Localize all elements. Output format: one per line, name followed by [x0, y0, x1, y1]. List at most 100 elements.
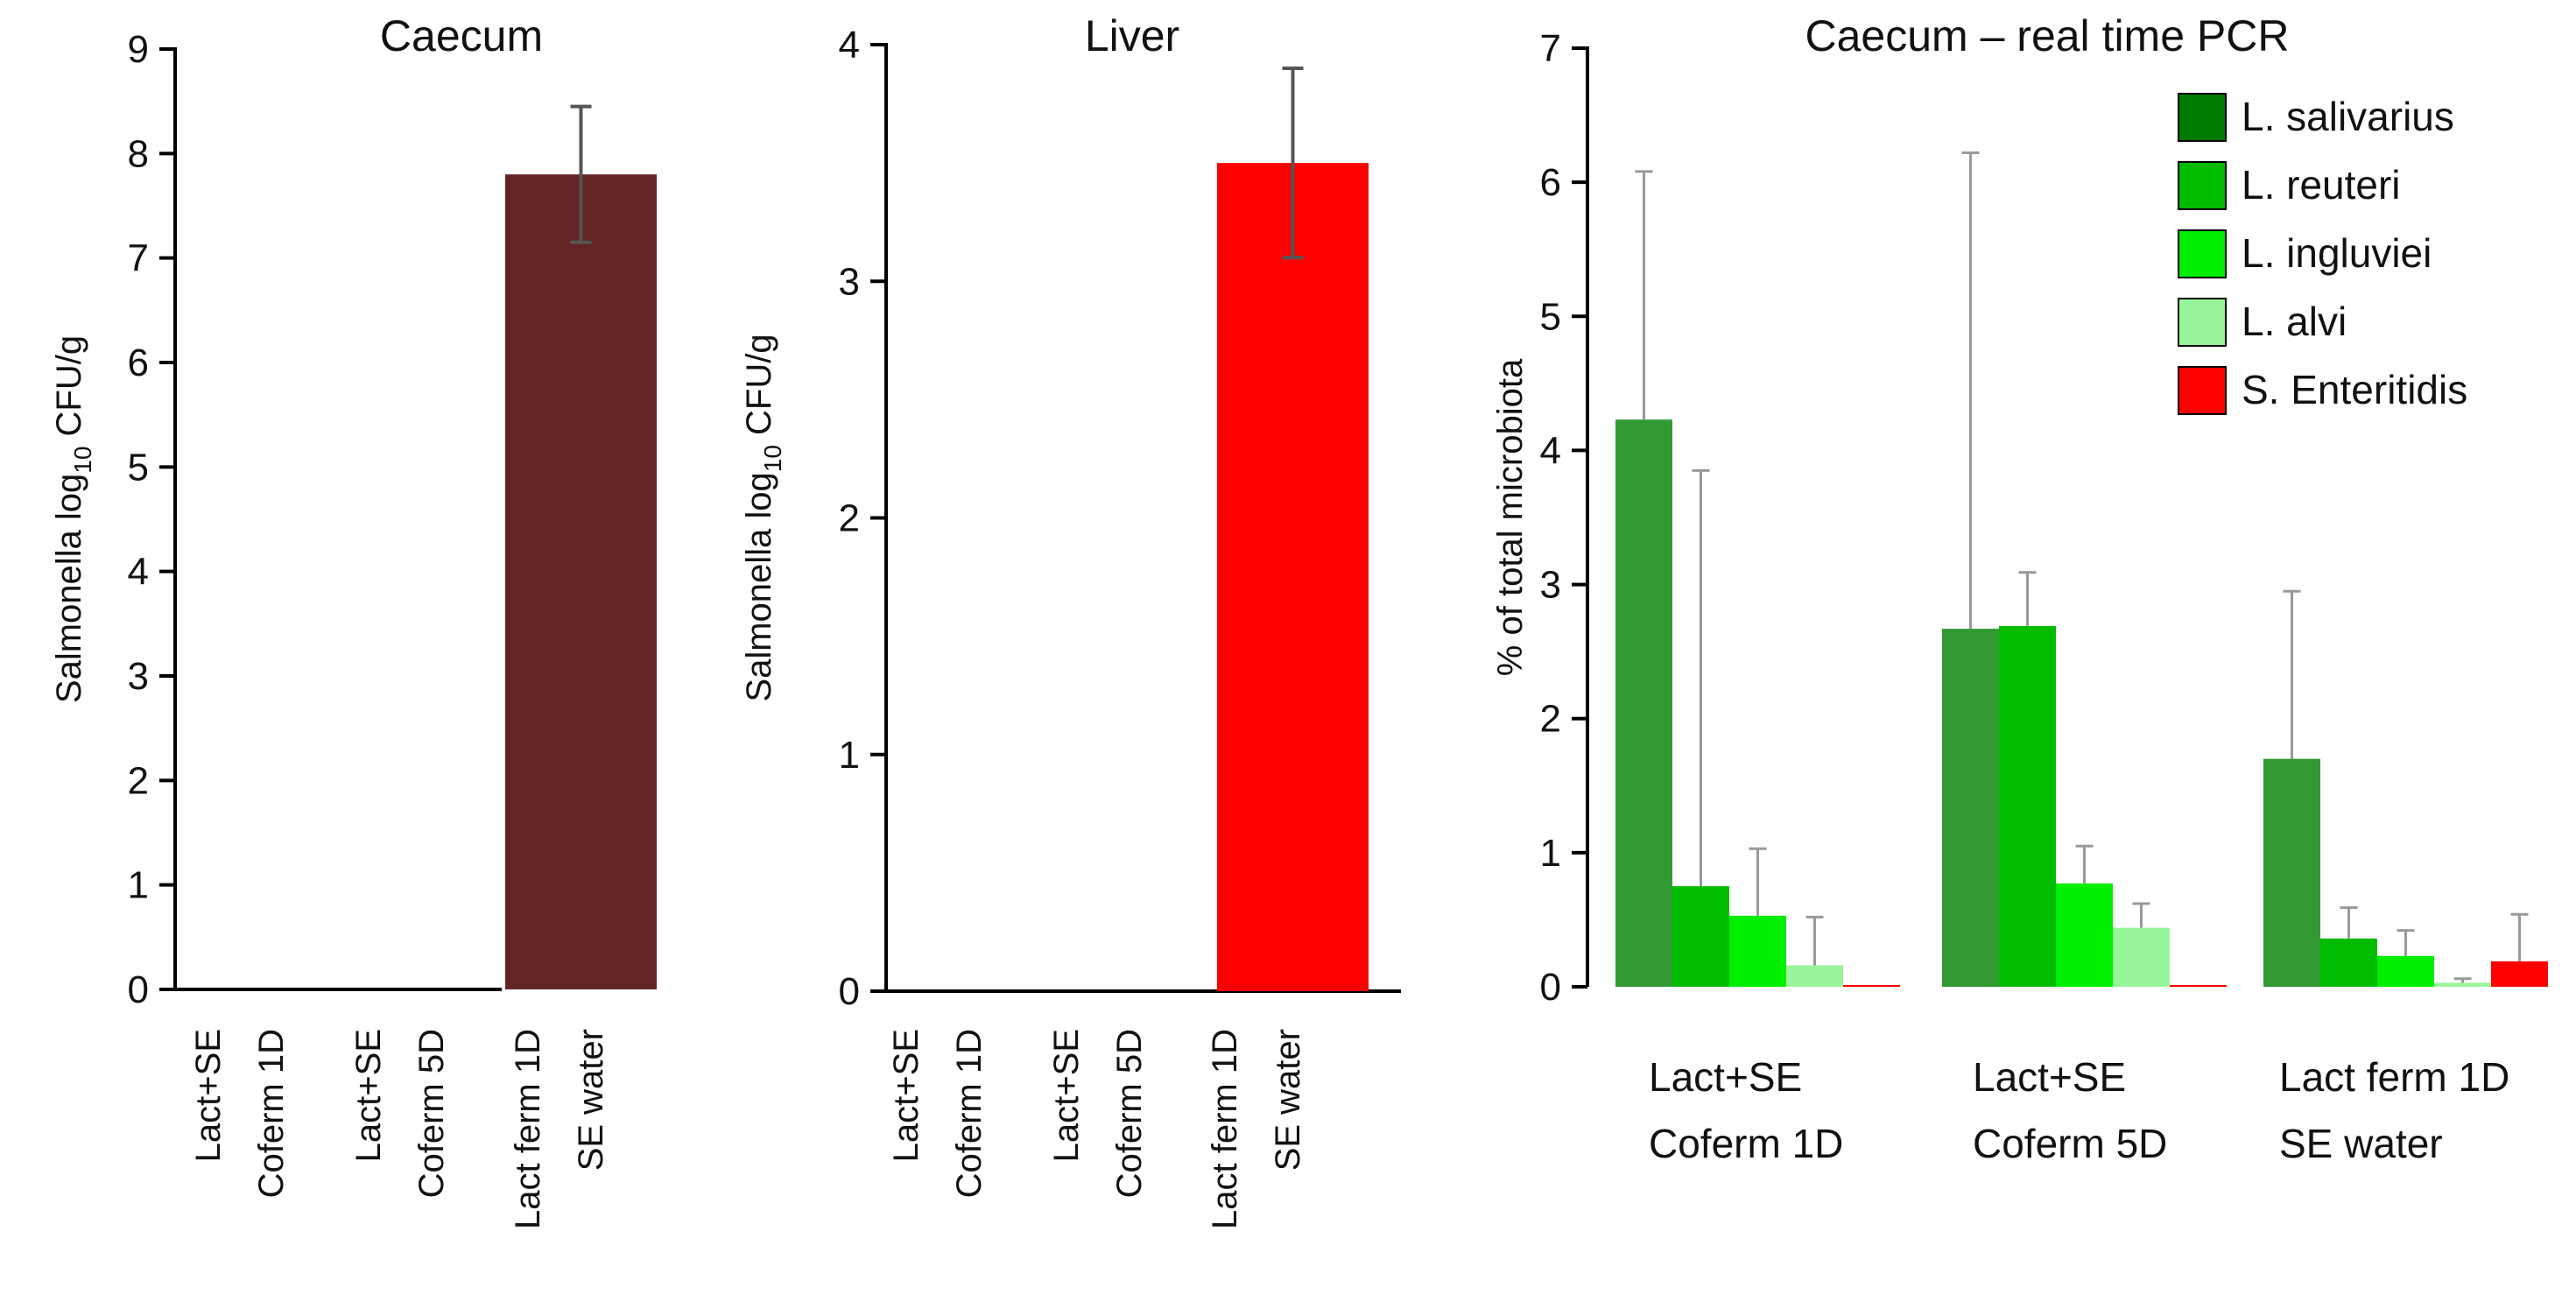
y-tick-label: 4 [1540, 429, 1561, 472]
y-tick-label: 2 [128, 759, 149, 802]
x-tick-label-line2: Coferm 5D [1973, 1121, 2167, 1166]
legend-swatch [2178, 366, 2227, 415]
x-tick-label-line1: Lact+SE [1973, 1054, 2126, 1100]
x-tick-label: Lact ferm 1D SE water [509, 1029, 610, 1229]
y-tick-label: 1 [128, 864, 149, 907]
y-tick-label: 8 [128, 132, 149, 175]
bar-l-alvi [2434, 982, 2491, 987]
error-bar [2075, 844, 2094, 884]
x-tick-label-line2: Coferm 1D [1649, 1121, 1843, 1166]
bar-s-enteritidis [2491, 961, 2548, 987]
error-bar [570, 104, 592, 244]
bar-l-alvi [2113, 927, 2170, 987]
y-tick-label: 7 [1540, 27, 1561, 70]
chart-title: Caecum [380, 11, 543, 60]
legend-label: S. Enteritidis [2242, 367, 2467, 412]
bar-l-salivarius [1942, 629, 1999, 987]
y-tick-label: 1 [1540, 832, 1561, 875]
y-tick-label: 5 [1540, 295, 1561, 338]
chart-title: Liver [1085, 11, 1179, 60]
legend-label: L. salivarius [2242, 94, 2454, 139]
legend-label: L. alvi [2242, 299, 2347, 344]
y-tick-label: 5 [128, 446, 149, 489]
y-tick-label: 0 [839, 970, 860, 1013]
x-tick-label-line1: Lact ferm 1D [509, 1029, 547, 1229]
legend-swatch [2178, 93, 2227, 142]
y-tick-label: 3 [128, 655, 149, 698]
y-tick-label: 7 [128, 237, 149, 280]
y-tick-label: 4 [128, 551, 149, 594]
x-tick-label-line1: Lact+SE [349, 1029, 388, 1162]
bar-l-ingluviei [1729, 915, 1786, 987]
legend-label: L. ingluviei [2242, 230, 2432, 276]
error-bar [1749, 847, 1767, 916]
error-bar [1961, 151, 1980, 630]
x-tick-label-line1: Lact+SE [887, 1029, 926, 1162]
y-tick-label: 3 [839, 260, 860, 303]
y-tick-label: 0 [1540, 966, 1561, 1009]
chart-caecum: Caecum Salmonella log10 CFU/g 0 1 2 3 4 5 6 7 8 9 La… [50, 11, 657, 1229]
y-tick-label: 0 [128, 968, 149, 1011]
error-bar [2132, 902, 2150, 928]
y-tick-label: 6 [1540, 161, 1561, 204]
legend-swatch [2178, 298, 2227, 347]
chart-title: Caecum – real time PCR [1805, 11, 2290, 60]
bar-l-reuteri [1672, 886, 1729, 987]
bar-l-reuteri [2320, 938, 2377, 987]
x-tick-label-line2: SE water [2279, 1121, 2443, 1166]
x-tick-label: Lact+SE Coferm 1D [887, 1029, 989, 1198]
bar-l-reuteri [1999, 626, 2056, 987]
x-tick-label-line2: Coferm 1D [950, 1029, 989, 1198]
x-tick-label-line1: Lact+SE [1047, 1029, 1086, 1162]
error-bar [1692, 468, 1710, 887]
y-tick-label: 6 [128, 341, 149, 384]
y-tick-label: 1 [839, 734, 860, 777]
y-axis-label: Salmonella log10 CFU/g [740, 334, 786, 701]
y-tick-label: 4 [839, 24, 860, 67]
bar-l-salivarius [2263, 758, 2320, 987]
bar-l-ingluviei [2056, 883, 2113, 987]
x-tick-label: Lact ferm 1D SE water [1206, 1029, 1307, 1229]
y-axis-label: % of total microbiota [1491, 358, 1530, 676]
bar [505, 174, 657, 989]
bar-s-enteritidis [2170, 985, 2227, 987]
x-tick-label-line2: SE water [1269, 1029, 1307, 1171]
legend-swatch [2178, 161, 2227, 210]
x-tick-label: Lact+SE Coferm 5D [349, 1029, 451, 1198]
bar-l-ingluviei [2377, 955, 2434, 987]
bar-l-alvi [1786, 965, 1843, 987]
error-bar [1635, 170, 1653, 420]
error-bar [2397, 929, 2415, 956]
y-axis-label: Salmonella log10 CFU/g [50, 335, 96, 703]
bar [1217, 163, 1369, 991]
y-tick-label: 2 [1540, 698, 1561, 741]
bar-s-enteritidis [1843, 985, 1900, 987]
x-tick-label-line2: Coferm 1D [252, 1029, 291, 1198]
x-tick-label: Lact+SE Coferm 1D [189, 1029, 291, 1198]
error-bar [1805, 915, 1824, 966]
y-tick-label: 3 [1540, 564, 1561, 607]
y-tick-label: 2 [839, 497, 860, 540]
chart-liver: Liver Salmonella log10 CFU/g 0 1 2 3 4 Lact+SE C… [740, 11, 1401, 1229]
error-bar [2453, 977, 2472, 983]
x-tick-label-line1: Lact+SE [189, 1029, 228, 1162]
x-tick-label-line2: Coferm 5D [1110, 1029, 1149, 1198]
legend-label: L. reuteri [2242, 162, 2401, 208]
x-tick-label-line1: Lact ferm 1D [1206, 1029, 1244, 1229]
x-tick-label-line2: Coferm 5D [412, 1029, 451, 1198]
y-tick-label: 9 [128, 28, 149, 71]
legend-swatch [2178, 229, 2227, 278]
bar-l-salivarius [1615, 419, 1672, 988]
x-tick-label-line1: Lact+SE [1649, 1054, 1802, 1100]
x-tick-label-line2: SE water [572, 1029, 610, 1171]
x-tick-label: Lact+SE Coferm 5D [1047, 1029, 1149, 1198]
error-bar [2283, 589, 2301, 759]
chart-caecum-pcr: Caecum – real time PCR % of total microbi… [1491, 11, 2548, 1166]
error-bar [2340, 906, 2358, 939]
error-bar [1282, 67, 1304, 260]
legend: L. salivarius L. reuteri L. ingluviei L. al… [2178, 93, 2467, 415]
x-tick-label-line1: Lact ferm 1D [2279, 1054, 2509, 1100]
error-bar [2018, 571, 2037, 627]
error-bar [2510, 912, 2529, 961]
